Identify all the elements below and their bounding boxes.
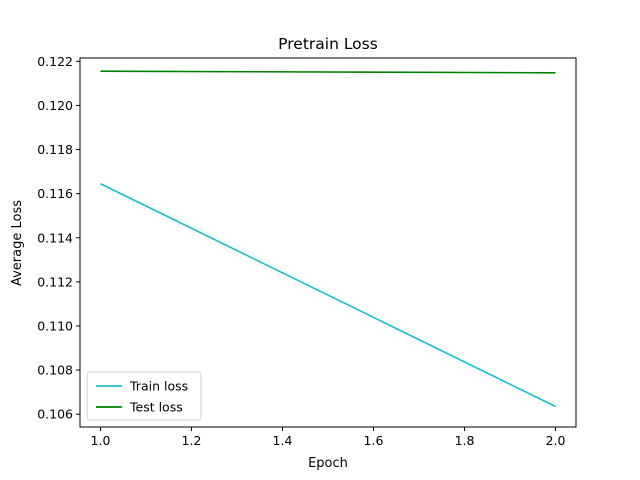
plot-frame — [79, 57, 577, 428]
y-axis-label: Average Loss — [10, 200, 25, 286]
x-tick-label: 1.8 — [455, 433, 475, 448]
chart-title: Pretrain Loss — [278, 35, 378, 53]
legend-label-train-loss: Train loss — [129, 379, 188, 394]
x-tick-label: 1.0 — [91, 433, 111, 448]
legend-label-test-loss: Test loss — [129, 400, 183, 415]
legend-box — [86, 371, 202, 421]
y-tick-label: 0.122 — [37, 54, 73, 69]
plot-area: 1.0 1.2 1.4 1.6 1.8 2.0 0.106 0.108 0.110 0.112 0.… — [37, 54, 577, 448]
series-line-train-loss — [100, 183, 556, 408]
y-tick-label: 0.108 — [37, 363, 73, 378]
y-tick-label: 0.118 — [37, 142, 73, 157]
x-tick-label: 1.4 — [273, 433, 293, 448]
x-tick-label: 1.6 — [364, 433, 384, 448]
x-tick-label: 2.0 — [546, 433, 566, 448]
y-tick-label: 0.112 — [37, 274, 73, 289]
y-tick-label: 0.120 — [37, 98, 73, 113]
x-axis-label: Epoch — [308, 456, 348, 471]
x-tick-label: 1.2 — [182, 433, 202, 448]
series-line-test-loss — [100, 70, 556, 74]
y-tick-label: 0.106 — [37, 407, 73, 422]
y-tick-label: 0.114 — [37, 230, 73, 245]
y-tick-label: 0.116 — [37, 186, 73, 201]
y-tick-label: 0.110 — [37, 318, 73, 333]
